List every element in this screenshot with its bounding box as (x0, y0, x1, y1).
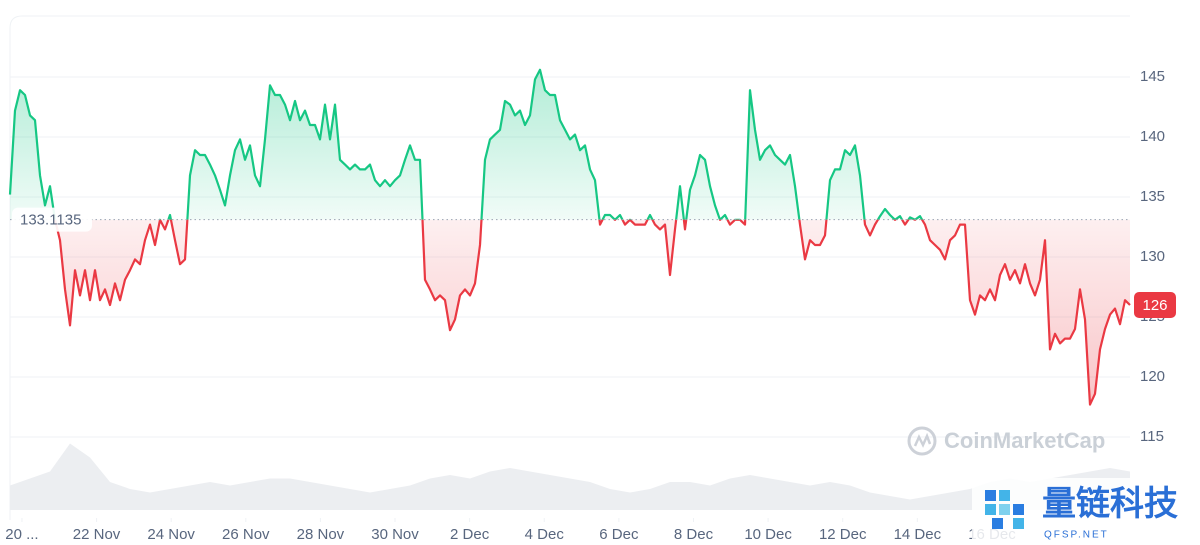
x-tick-label: 24 Nov (147, 526, 195, 543)
qfsp-watermark-title: 量链科技 (1042, 485, 1178, 523)
y-tick-label: 135 (1140, 188, 1165, 205)
cmc-watermark: CoinMarketCap (907, 426, 1105, 456)
baseline-label-box (12, 207, 92, 232)
x-tick-label: 26 Nov (222, 526, 270, 543)
x-tick-label: 28 Nov (297, 526, 345, 543)
current-price-badge (1134, 292, 1176, 318)
area-above-baseline (10, 69, 1130, 220)
x-tick-label: 30 Nov (371, 526, 419, 543)
x-tick-label: 20 ... (5, 526, 38, 543)
qfsp-watermark: 量链科技 QFSP.NET (972, 478, 1200, 545)
price-line-up (8, 68, 924, 220)
x-tick-label: 22 Nov (73, 526, 121, 543)
area-below-baseline (54, 219, 1130, 405)
qfsp-watermark-url: QFSP.NET (1044, 530, 1109, 541)
y-tick-label: 115 (1140, 428, 1164, 445)
y-tick-label: 140 (1140, 128, 1165, 145)
x-tick-label: 14 Dec (894, 526, 942, 543)
y-tick-label: 130 (1140, 248, 1165, 265)
current-price-label: 126 (1142, 297, 1167, 314)
cmc-watermark-text: CoinMarketCap (944, 428, 1105, 453)
x-tick-label: 10 Dec (744, 526, 792, 543)
x-tick-label: 2 Dec (450, 526, 490, 543)
y-tick-label: 120 (1140, 368, 1165, 385)
y-tick-label: 145 (1140, 68, 1165, 85)
x-tick-label: 12 Dec (819, 526, 867, 543)
plot-frame (9, 15, 1130, 520)
price-line-down (53, 219, 1131, 406)
x-tick-label: 4 Dec (525, 526, 565, 543)
x-tick-label: 8 Dec (674, 526, 714, 543)
x-tick-label: 6 Dec (599, 526, 639, 543)
baseline-label: 133.1135 (20, 212, 81, 229)
volume-area (10, 443, 1130, 510)
